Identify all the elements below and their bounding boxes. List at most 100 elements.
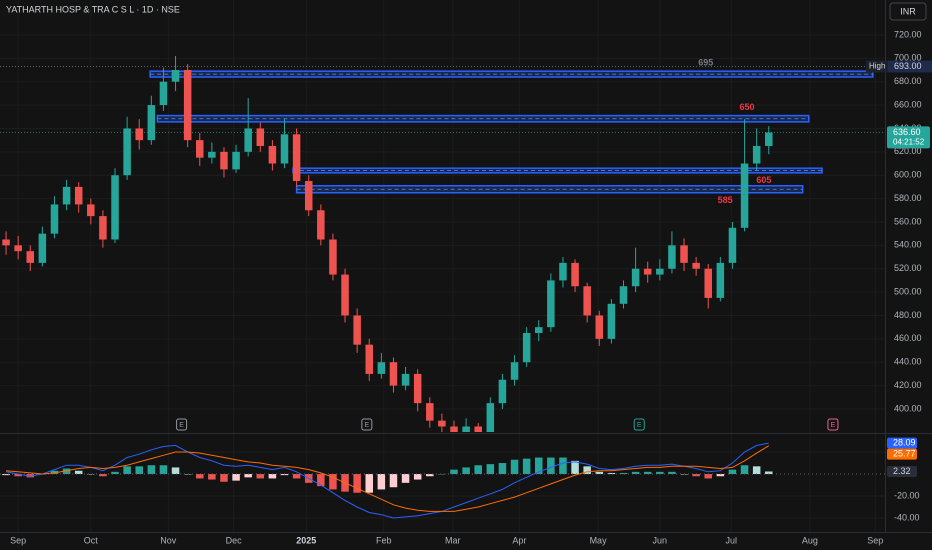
y-tick-label: 580.00: [894, 193, 922, 203]
candle-body: [38, 233, 47, 263]
histogram-bar: [765, 471, 773, 475]
histogram-bar: [377, 474, 386, 490]
candle-body: [607, 303, 616, 339]
x-tick-label: Sep: [10, 535, 26, 545]
axes: Sep Oct Nov Dec 2025 Feb Mar Apr May Jun Jul Aug Sep…: [10, 29, 932, 545]
candle-body: [353, 315, 361, 345]
candle-body: [268, 145, 277, 164]
histogram-bar: [426, 474, 434, 477]
zone-label: 605: [756, 175, 771, 185]
candle-body: [317, 210, 325, 240]
candle-body: [668, 245, 676, 269]
event-marker[interactable]: [361, 418, 373, 431]
y-tick-label: 560.00: [894, 216, 922, 226]
histogram-bar: [547, 457, 555, 475]
histogram-bar: [413, 474, 422, 480]
x-tick-label: Jul: [725, 535, 737, 545]
y-tick-label: 600.00: [894, 170, 922, 180]
histogram-bar: [740, 465, 749, 475]
y-tick-label: 520.00: [894, 263, 922, 273]
histogram-bar: [74, 470, 83, 475]
currency-label[interactable]: INR: [900, 6, 916, 16]
candle-body: [643, 268, 652, 275]
candle-body: [292, 134, 301, 182]
candle-body: [426, 403, 434, 421]
histogram-bar: [292, 474, 301, 479]
histogram-bar: [704, 474, 712, 479]
histogram-bar: [534, 457, 543, 475]
currency-button[interactable]: [889, 2, 927, 21]
event-label: E: [637, 422, 642, 429]
y-tick-label: 700.00: [894, 53, 922, 63]
candle-body: [631, 268, 640, 287]
histogram-bar: [256, 474, 265, 479]
candle-body: [389, 362, 398, 386]
histogram-bar: [438, 474, 446, 475]
series-last-box: [887, 448, 917, 460]
candle-body: [256, 128, 265, 146]
histogram-bar: [450, 469, 458, 475]
y-tick-label: 400.00: [894, 403, 922, 413]
histogram-bar: [752, 466, 761, 475]
histogram-bar: [559, 457, 567, 475]
histogram-bar: [147, 465, 156, 475]
event-marker[interactable]: [176, 418, 188, 431]
candle-body: [341, 274, 349, 316]
last-price-box: [887, 126, 930, 149]
histogram-bar: [123, 466, 131, 475]
histogram-bar: [643, 471, 652, 475]
histogram-bar: [607, 472, 616, 475]
histogram-last-box: [887, 465, 917, 477]
histogram-bar: [208, 474, 216, 480]
histogram-bar: [462, 467, 470, 475]
candle-body: [244, 128, 252, 152]
high-value: 693.00: [894, 61, 922, 71]
histogram-bar: [716, 474, 725, 477]
candle-body: [510, 362, 519, 380]
y2-tick-label: -40.00: [894, 512, 920, 522]
candle-body: [680, 245, 688, 263]
candle-body: [450, 426, 458, 432]
candle-body: [522, 333, 531, 363]
x-tick-label: Apr: [512, 535, 526, 545]
candle-body: [329, 239, 337, 275]
macd-pane: [0, 442, 885, 519]
histogram-bar: [571, 460, 579, 475]
histogram-bar: [510, 459, 519, 475]
candle-body: [498, 379, 507, 404]
candle-body: [692, 262, 700, 269]
histogram-bar: [14, 474, 22, 477]
candle-body: [232, 151, 240, 170]
event-marker[interactable]: [633, 418, 645, 431]
candle-body: [171, 70, 180, 82]
candle-body: [716, 262, 725, 298]
histogram-bar: [50, 470, 59, 475]
candle-body: [401, 373, 410, 386]
candle-body: [14, 245, 22, 252]
event-marker[interactable]: [827, 418, 839, 431]
histogram-last-label: 2.32: [893, 466, 911, 476]
candle-body: [486, 403, 495, 432]
candle-body: [50, 204, 59, 234]
candle-body: [728, 227, 737, 263]
y-tick-label: 440.00: [894, 357, 922, 367]
candle-body: [740, 163, 749, 228]
histogram-bar: [268, 474, 277, 479]
histogram-bar: [196, 474, 204, 479]
histogram-bar: [498, 463, 507, 475]
candle-body: [474, 426, 482, 432]
x-tick-label: May: [590, 535, 608, 545]
y-tick-label: 660.00: [894, 99, 922, 109]
histogram-bar: [317, 474, 325, 487]
candle-body: [26, 251, 35, 263]
x-tick-label: Dec: [226, 535, 243, 545]
histogram-bar: [365, 474, 374, 493]
candle-body: [196, 140, 204, 158]
candle-body: [595, 315, 604, 339]
y-tick-label: 480.00: [894, 310, 922, 320]
x-tick-label: Nov: [160, 535, 177, 545]
series-last-label: 28.09: [893, 438, 916, 448]
histogram-bar: [2, 474, 10, 476]
